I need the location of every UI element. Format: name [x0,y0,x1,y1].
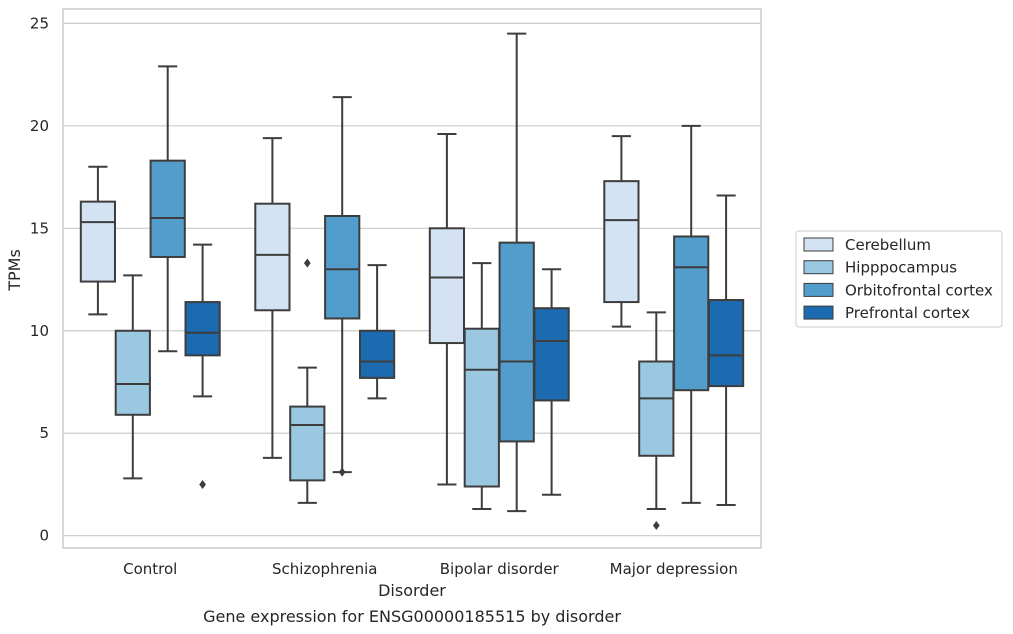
x-tick-label: Schizophrenia [272,560,377,578]
box-cerebellum-1 [254,137,291,459]
box-iqr [428,227,466,345]
y-tick-label: 20 [30,117,49,135]
box-iqr [184,301,221,357]
y-tick-labels: 0 5 10 15 20 25 [30,14,49,544]
legend-label: Hipppocampus [845,259,957,277]
legend-label: Prefrontal cortex [845,304,970,322]
plot-area-frame [62,8,762,549]
box-prefrontal-cortex-1 [358,264,396,400]
box-iqr [149,159,186,258]
legend-swatch [803,282,834,297]
x-tick-label: Major depression [610,560,738,578]
x-tick-labels: Control Schizophrenia Bipolar disorder Majo… [123,560,738,578]
legend-swatch [803,260,834,275]
box-prefrontal-cortex-2 [533,268,570,496]
y-tick-label: 10 [30,322,49,340]
legend-label: Cerebellum [845,236,931,254]
box-hipppocampus-1 [289,258,326,504]
y-tick-label: 25 [30,14,49,32]
box-iqr [324,214,361,320]
y-tick-label: 15 [30,219,49,237]
box-iqr [673,235,710,392]
x-tick-label: Bipolar disorder [440,560,560,578]
boxes [79,32,745,530]
box-cerebellum-0 [79,165,117,316]
box-cerebellum-3 [603,135,640,328]
legend-label: Orbitofrontal cortex [845,281,993,299]
box-iqr [254,202,291,312]
y-tick-label: 0 [39,527,49,545]
box-iqr [358,329,396,379]
outlier-marker [303,258,311,268]
box-cerebellum-2 [428,133,466,486]
box-iqr [638,360,675,457]
box-prefrontal-cortex-3 [707,194,745,506]
x-axis-label: Disorder [378,581,446,600]
outlier-marker [338,467,346,477]
box-iqr [79,200,117,283]
legend-frame [795,230,1003,328]
legend-swatch [803,305,834,320]
box-orbitofrontal-cortex-1 [324,96,361,477]
chart-title: Gene expression for ENSG00000185515 by d… [203,607,621,626]
box-hipppocampus-3 [638,311,675,530]
box-orbitofrontal-cortex-2 [498,32,535,513]
box-iqr [603,180,640,304]
box-iqr [463,327,500,488]
outlier-marker [652,520,660,530]
y-tick-label: 5 [39,424,49,442]
box-iqr [114,329,151,416]
box-hipppocampus-2 [463,262,500,511]
outlier-marker [199,479,206,489]
x-tick-label: Control [123,560,177,578]
box-iqr [498,241,535,443]
box-iqr [707,299,745,388]
box-iqr [533,307,570,402]
box-hipppocampus-0 [114,274,151,480]
box-prefrontal-cortex-0 [184,243,221,489]
legend-swatch [803,237,834,252]
box-orbitofrontal-cortex-0 [149,65,186,353]
legend: Cerebellum Hipppocampus Orbitofrontal cort… [795,230,1003,328]
box-iqr [289,405,326,482]
y-axis-label: TPMs [5,249,24,292]
